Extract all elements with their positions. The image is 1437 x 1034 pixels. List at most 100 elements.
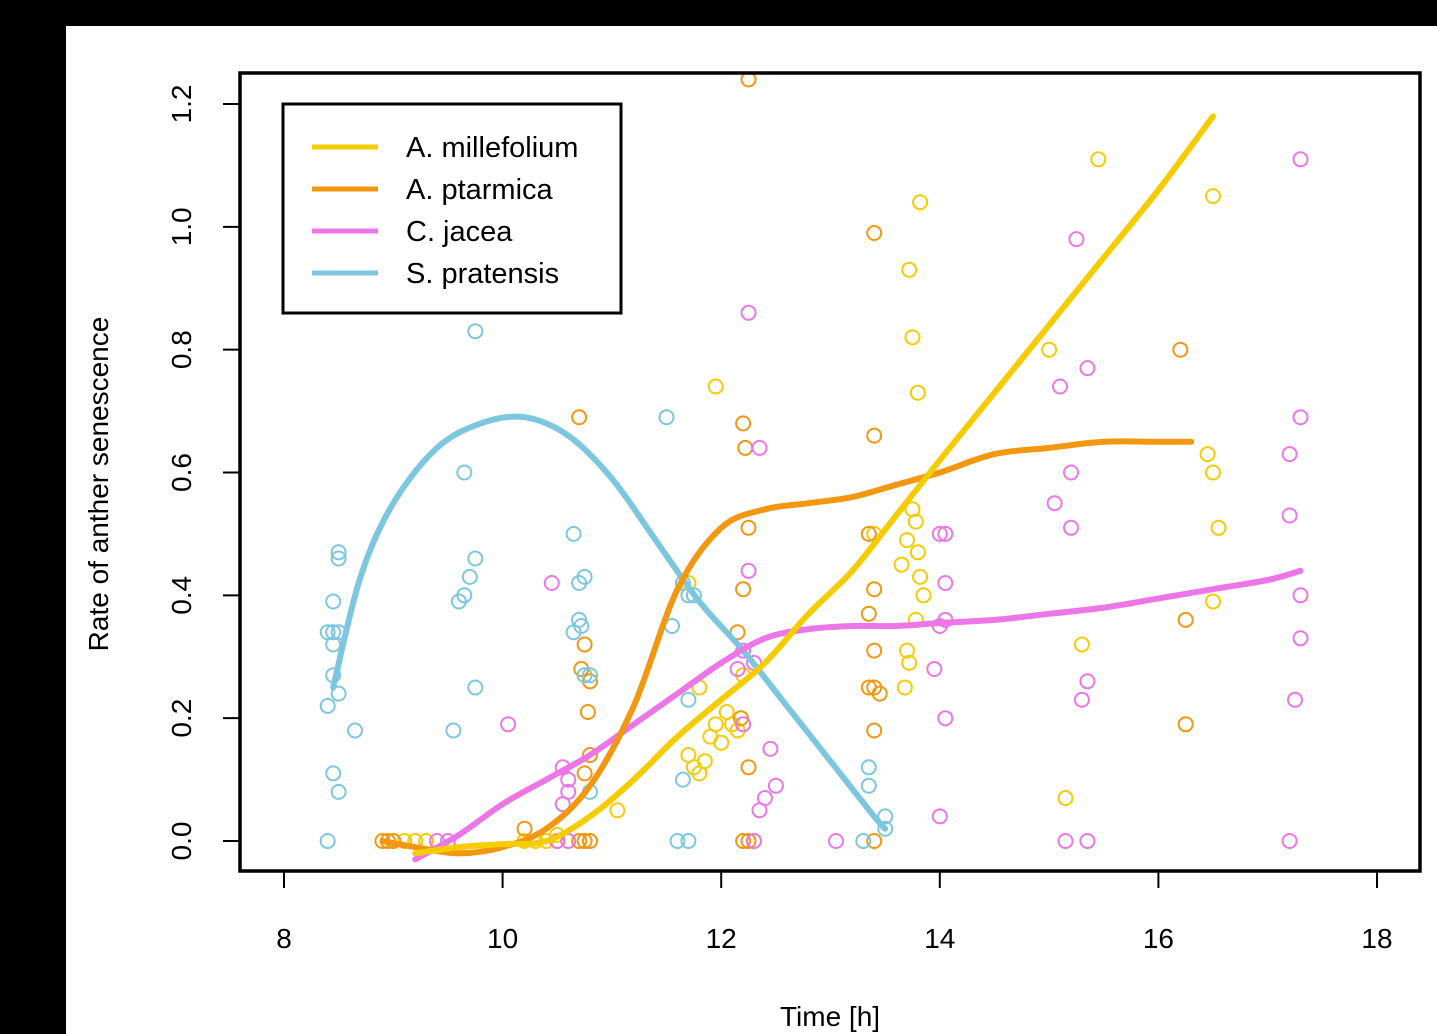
data-point-s-pratensis: [467, 550, 484, 567]
trend-line-a-millefolium: [412, 113, 1216, 857]
data-point-a-ptarmica: [1172, 341, 1189, 358]
data-point-a-millefolium: [915, 587, 932, 604]
data-point-a-ptarmica: [576, 765, 593, 782]
data-point-a-ptarmica: [576, 636, 593, 653]
y-axis: 0.0 0.2 0.4 0.6 0.8 1.0 1.2: [166, 85, 240, 861]
data-point-a-ptarmica: [516, 820, 533, 837]
data-point-a-millefolium: [1199, 446, 1216, 463]
x-tick-label: 16: [1143, 923, 1174, 954]
y-axis-label: Rate of anther senescence: [83, 317, 114, 652]
data-point-a-millefolium: [1210, 519, 1227, 536]
x-tick-label: 18: [1361, 923, 1392, 954]
data-point-a-millefolium: [1057, 790, 1074, 806]
data-point-c-jacea: [1281, 833, 1298, 849]
data-point-s-pratensis: [669, 833, 686, 849]
data-point-s-pratensis: [325, 765, 342, 782]
data-point-s-pratensis: [582, 667, 598, 684]
data-point-a-ptarmica: [860, 605, 877, 622]
legend-label-a-ptarmica: A. ptarmica: [406, 174, 554, 206]
data-point-c-jacea: [740, 304, 757, 321]
data-point-s-pratensis: [674, 771, 691, 788]
data-point-c-jacea: [560, 771, 577, 788]
data-point-a-ptarmica: [866, 833, 883, 849]
data-point-a-ptarmica: [866, 427, 883, 444]
data-point-s-pratensis: [347, 722, 363, 739]
data-point-a-millefolium: [899, 532, 915, 549]
data-point-c-jacea: [1292, 151, 1309, 168]
data-point-c-jacea: [1292, 587, 1309, 604]
data-point-a-ptarmica: [866, 225, 883, 241]
data-point-s-pratensis: [330, 550, 347, 567]
data-point-c-jacea: [1079, 360, 1096, 377]
data-point-a-ptarmica: [860, 525, 877, 542]
data-point-a-millefolium: [901, 261, 918, 278]
data-point-c-jacea: [554, 796, 571, 813]
data-point-a-millefolium: [1090, 151, 1107, 168]
data-point-a-millefolium: [609, 802, 626, 819]
data-point-c-jacea: [1057, 833, 1074, 849]
data-point-a-millefolium: [713, 734, 730, 751]
data-point-c-jacea: [729, 661, 746, 677]
trend-line-c-jacea: [412, 567, 1304, 863]
data-point-c-jacea: [1063, 519, 1079, 536]
data-point-a-millefolium: [896, 679, 913, 696]
data-point-a-millefolium: [1205, 464, 1221, 481]
data-point-a-millefolium: [912, 194, 929, 211]
data-point-a-millefolium: [904, 329, 921, 346]
data-point-s-pratensis: [467, 323, 484, 340]
y-tick-label: 0.0: [166, 822, 197, 861]
data-point-s-pratensis: [860, 759, 877, 776]
y-tick-label: 0.2: [166, 699, 197, 738]
data-point-s-pratensis: [319, 624, 336, 641]
data-point-a-ptarmica: [582, 833, 598, 849]
x-tick-label: 8: [276, 923, 292, 954]
data-point-a-millefolium: [1205, 593, 1221, 610]
data-point-s-pratensis: [330, 783, 347, 800]
data-point-a-ptarmica: [866, 642, 883, 659]
data-point-s-pratensis: [565, 525, 582, 542]
data-point-a-ptarmica: [579, 704, 596, 720]
data-point-a-millefolium: [696, 753, 713, 770]
data-point-s-pratensis: [456, 587, 473, 604]
data-point-c-jacea: [828, 833, 844, 849]
data-point-s-pratensis: [877, 820, 894, 837]
data-point-c-jacea: [1052, 378, 1068, 395]
data-point-s-pratensis: [860, 777, 877, 794]
data-point-a-ptarmica: [735, 415, 752, 432]
data-point-c-jacea: [767, 777, 784, 794]
scatter-chart: 8 10 12 14 16 18 0.0 0.2 0.4 0.6 0.8 1.0 1.2 Time […: [83, 71, 1422, 1032]
plot-canvas: 8 10 12 14 16 18 0.0 0.2 0.4 0.6 0.8 1.0 1.2 Time […: [66, 26, 1437, 1034]
data-point-c-jacea: [751, 439, 768, 456]
data-point-c-jacea: [1068, 231, 1085, 248]
y-tick-label: 1.0: [166, 207, 197, 246]
data-point-s-pratensis: [461, 568, 478, 585]
data-point-a-millefolium: [707, 378, 724, 395]
y-tick-label: 0.8: [166, 330, 197, 369]
data-point-a-millefolium: [909, 384, 926, 401]
data-point-a-ptarmica: [740, 833, 757, 849]
data-point-c-jacea: [762, 740, 779, 757]
data-point-c-jacea: [740, 562, 757, 579]
x-tick-label: 12: [706, 923, 737, 954]
data-point-c-jacea: [1281, 507, 1298, 524]
data-point-s-pratensis: [330, 544, 347, 561]
data-point-a-ptarmica: [571, 409, 588, 426]
data-point-a-ptarmica: [571, 833, 588, 849]
data-point-c-jacea: [1281, 446, 1298, 463]
data-point-a-millefolium: [909, 544, 926, 561]
data-point-a-ptarmica: [871, 685, 888, 702]
data-point-c-jacea: [1292, 409, 1309, 426]
data-point-c-jacea: [1073, 691, 1090, 708]
data-point-s-pratensis: [319, 697, 336, 714]
data-point-a-millefolium: [893, 556, 910, 573]
y-tick-label: 0.4: [166, 576, 197, 615]
data-point-a-millefolium: [1073, 636, 1090, 653]
data-point-c-jacea: [746, 833, 762, 849]
data-point-a-millefolium: [907, 513, 924, 530]
data-point-s-pratensis: [565, 624, 582, 641]
y-tick-label: 0.6: [166, 453, 197, 492]
legend-label-c-jacea: C. jacea: [406, 216, 513, 248]
data-point-a-ptarmica: [740, 759, 757, 776]
data-point-c-jacea: [1287, 691, 1303, 708]
x-tick-label: 14: [924, 923, 955, 954]
